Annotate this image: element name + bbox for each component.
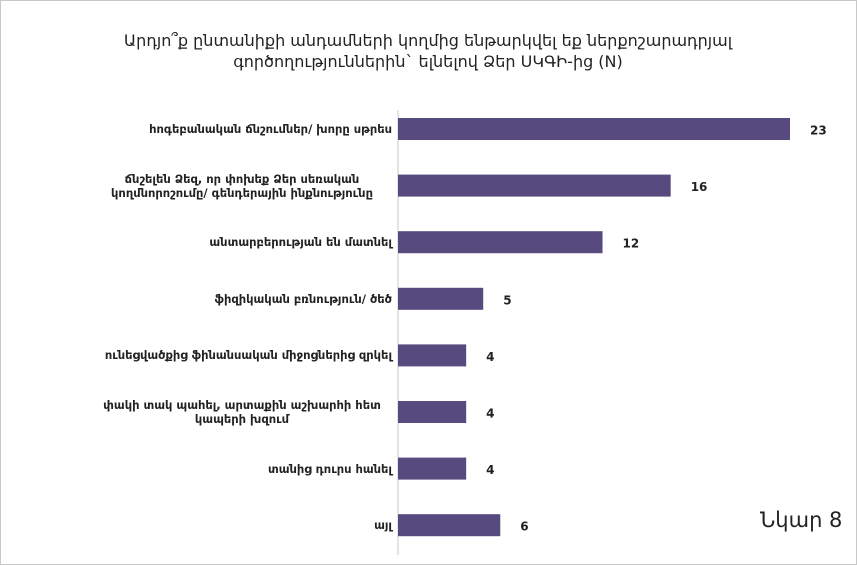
bar (398, 287, 484, 310)
category-text: հոգեբանական ճնշումներ/ խորը սթրես (149, 122, 392, 136)
bar (398, 344, 467, 367)
category-text: այլ (374, 518, 392, 533)
category-label: փակի տակ պահել, արտաքին աշխարհի հետ կապե… (92, 398, 392, 426)
value-label: 16 (691, 180, 708, 194)
category-label: ունեցվածքից ֆինանսական միջոցներից զրկել (92, 348, 392, 362)
value-label: 4 (486, 407, 494, 421)
value-label: 6 (520, 520, 528, 534)
value-label: 4 (486, 463, 494, 477)
value-label: 12 (623, 237, 640, 251)
value-label: 4 (486, 350, 494, 364)
category-text: անտարբերության են մատնել (209, 235, 392, 250)
category-text: փակի տակ պահել, արտաքին աշխարհի հետ կապե… (103, 398, 381, 426)
bar (398, 118, 790, 140)
bar (398, 174, 671, 197)
category-text: ֆիզիկական բռնություն/ ծեծ (214, 291, 392, 306)
bar (398, 231, 603, 254)
category-label: ֆիզիկական բռնություն/ ծեծ (92, 292, 392, 306)
bar (398, 514, 501, 537)
chart-title: Արդյո՞ք ընտանիքի անդամների կողմից ենթարկ… (123, 31, 733, 71)
bar (398, 401, 467, 423)
value-label: 5 (503, 293, 511, 307)
category-text: տանից դուրս հանել (267, 461, 392, 476)
category-text: ունեցվածքից ֆինանսական միջոցներից զրկել (104, 348, 392, 363)
category-label: տանից դուրս հանել (92, 462, 392, 476)
category-text: ճնշելեն Ձեզ, որ փոխեք Ձեր սեռական կողմնո… (111, 171, 373, 200)
category-label: հոգեբանական ճնշումներ/ խորը սթրես (92, 122, 392, 136)
category-label: ճնշելեն Ձեզ, որ փոխեք Ձեր սեռական կողմնո… (92, 172, 392, 200)
category-label: այլ (92, 518, 392, 532)
annotation: Նկար 8 (760, 508, 843, 532)
bar (398, 457, 467, 480)
category-label: անտարբերության են մատնել (92, 235, 392, 249)
value-label: 23 (810, 124, 827, 138)
